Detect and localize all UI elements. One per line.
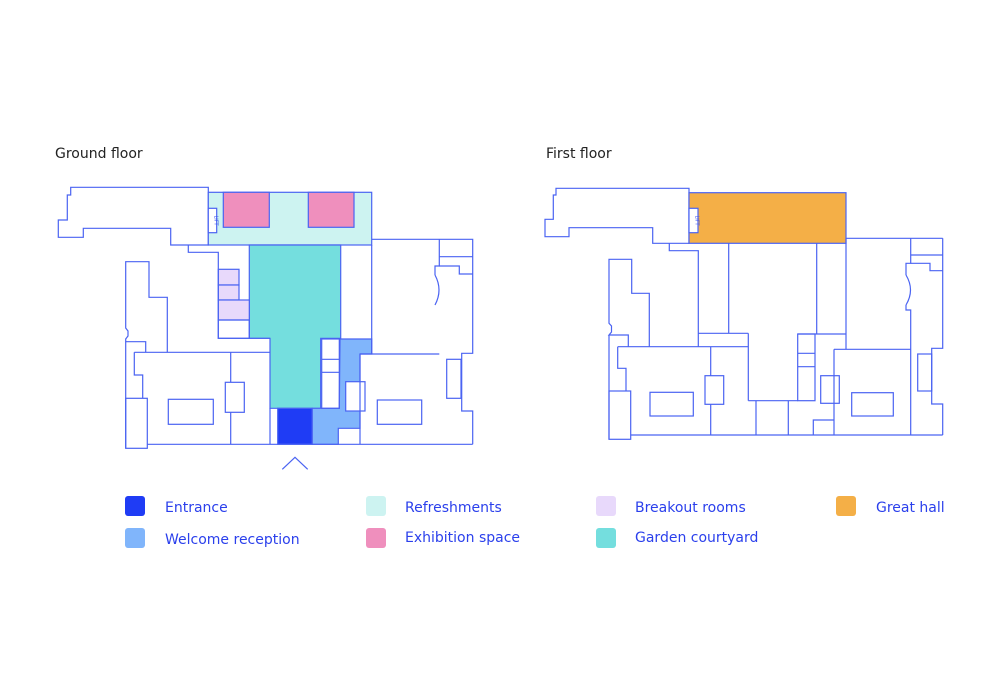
first-walls [607, 237, 944, 440]
legend-item-exhibition-space: Exhibition space [366, 528, 520, 548]
ground-floor-title: Ground floor [55, 146, 143, 162]
legend-label: Entrance [165, 500, 228, 516]
west-wing [57, 186, 209, 246]
legend-item-entrance: Entrance [125, 496, 228, 516]
legend-item-garden-courtyard: Garden courtyard [596, 528, 758, 548]
legend-item-breakout-rooms: Breakout rooms [596, 496, 746, 516]
legend: Entrance Welcome reception Refreshments … [125, 496, 945, 548]
lift-label: LIFT [213, 215, 219, 226]
first-floor-title: First floor [546, 146, 612, 162]
lift [207, 207, 218, 234]
legend-item-welcome-reception: Welcome reception [125, 528, 300, 548]
legend-swatch [366, 496, 386, 516]
legend-item-great-hall: Great hall [836, 496, 945, 516]
legend-swatch [366, 528, 386, 548]
legend-swatch [596, 528, 616, 548]
legend-label: Welcome reception [165, 532, 300, 548]
legend-item-refreshments: Refreshments [366, 496, 502, 516]
ground-floor-plan: LIFT [57, 186, 474, 470]
legend-swatch [836, 496, 856, 516]
entrance[interactable] [277, 407, 313, 445]
first-floor-plan: LIFT [544, 187, 944, 440]
legend-label: Great hall [876, 500, 945, 516]
garden-courtyard[interactable] [248, 244, 342, 409]
entrance-arrow-icon [281, 456, 309, 470]
exhibition-space-1[interactable] [222, 191, 270, 228]
breakout-room-3[interactable] [217, 299, 250, 321]
legend-label: Breakout rooms [635, 500, 746, 516]
reception-room [345, 381, 366, 412]
lift [688, 207, 699, 234]
breakout-room-2[interactable] [217, 284, 240, 301]
legend-label: Garden courtyard [635, 530, 758, 546]
legend-swatch [125, 528, 145, 548]
exhibition-space-2[interactable] [307, 191, 355, 228]
legend-swatch [596, 496, 616, 516]
legend-swatch [125, 496, 145, 516]
great-hall[interactable] [688, 192, 847, 244]
breakout-room-1[interactable] [217, 268, 240, 286]
west-wing [544, 187, 690, 244]
ground-walls [125, 238, 474, 449]
lift-label: LIFT [694, 215, 700, 226]
legend-label: Exhibition space [405, 530, 520, 546]
legend-label: Refreshments [405, 500, 502, 516]
